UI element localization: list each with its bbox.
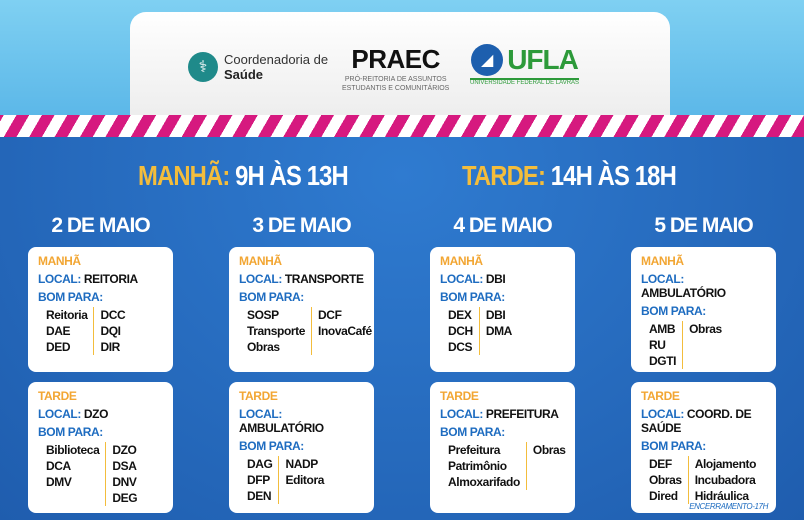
period-label: MANHÃ (641, 254, 684, 268)
department-item: DSA (112, 459, 137, 473)
department-item: DQI (100, 324, 121, 338)
department-item: Biblioteca (46, 443, 100, 457)
praec-logo: PRAEC PRÓ-REITORIA DE ASSUNTOS ESTUDANTI… (342, 44, 450, 92)
closing-note: ENCERRAMENTO-17H (689, 502, 768, 511)
department-item: DGTI (649, 354, 677, 368)
department-item: Dired (649, 489, 678, 503)
bom-para-label: BOM PARA: (239, 439, 304, 453)
department-list: Reitoria DAE DED DCC DQI DIR (38, 307, 163, 355)
department-list: Prefeitura Patrimônio Almoxarifado Obras (440, 442, 566, 490)
location: LOCAL: COORD. DE SAÚDE (641, 407, 752, 435)
department-item: Obras (689, 322, 722, 336)
department-item: DMA (485, 324, 513, 338)
department-item: DCH (448, 324, 473, 338)
department-item: Transporte (247, 324, 306, 338)
department-item: DCS (448, 340, 473, 354)
department-item: Patrimônio (448, 459, 507, 473)
department-item: NADP (285, 457, 318, 471)
department-item: DCA (46, 459, 71, 473)
department-list: Biblioteca DCA DMV DZO DSA DNV DEG (38, 442, 163, 506)
logo-panel (130, 12, 670, 124)
day-header: 4 DE MAIO (453, 214, 552, 237)
ufla-logo: ◢ UFLA UNIVERSIDADE FEDERAL DE LAVRAS (470, 44, 580, 86)
schedule-card: TARDE LOCAL: DZO BOM PARA: Biblioteca DCA… (28, 382, 173, 513)
schedule-card: MANHÃ LOCAL: TRANSPORTE BOM PARA: SOSP Tr… (229, 247, 374, 372)
coordenadoria-saude-logo: ⚕ Coordenadoria de Saúde (188, 52, 328, 82)
department-list: DAG DFP DEN NADP Editora (239, 456, 364, 504)
department-list: DEF Obras Dired Alojamento Incubadora Hidrául… (641, 456, 766, 504)
department-item: Reitoria (46, 308, 88, 322)
bom-para-label: BOM PARA: (38, 425, 103, 439)
department-item: InovaCafé (318, 324, 372, 338)
department-item: Obras (247, 340, 280, 354)
location: LOCAL: DZO (38, 407, 109, 421)
department-item: DFP (247, 473, 270, 487)
bom-para-label: BOM PARA: (239, 290, 304, 304)
department-item: DAE (46, 324, 71, 338)
day-header: 3 DE MAIO (252, 214, 351, 237)
bom-para-label: BOM PARA: (440, 425, 505, 439)
period-label: MANHÃ (440, 254, 483, 268)
department-item: Prefeitura (448, 443, 501, 457)
department-item: Obras (532, 443, 566, 457)
morning-hours: MANHÃ: 9H ÀS 13H (138, 160, 349, 191)
period-label: MANHÃ (239, 254, 282, 268)
department-item: DEX (448, 308, 472, 322)
day-header: 2 DE MAIO (51, 214, 150, 237)
department-list: AMB RU DGTI Obras (641, 321, 766, 369)
department-item: DNV (112, 475, 137, 489)
schedule-card: MANHÃ LOCAL: AMBULATÓRIO BOM PARA: AMB RU… (631, 247, 776, 372)
department-item: DBI (485, 308, 506, 322)
globe-icon: ◢ (471, 44, 504, 76)
bom-para-label: BOM PARA: (440, 290, 505, 304)
location: LOCAL: AMBULATÓRIO (641, 272, 726, 300)
department-item: DEF (649, 457, 672, 471)
schedule-card: MANHÃ LOCAL: REITORIA BOM PARA: Reitoria… (28, 247, 173, 372)
department-item: DCC (100, 308, 126, 322)
bom-para-label: BOM PARA: (641, 439, 706, 453)
schedule-card: TARDE LOCAL: PREFEITURA BOM PARA: Prefei… (430, 382, 575, 513)
period-label: MANHÃ (38, 254, 81, 268)
schedule-card: MANHÃ LOCAL: DBI BOM PARA: DEX DCH DCS DBI D… (430, 247, 575, 372)
department-item: DZO (112, 443, 137, 457)
stethoscope-icon: ⚕ (188, 52, 218, 82)
striped-band (0, 115, 804, 137)
day-header: 5 DE MAIO (654, 214, 753, 237)
department-item: Hidráulica (694, 489, 749, 503)
department-item: AMB (649, 322, 676, 336)
bom-para-label: BOM PARA: (38, 290, 103, 304)
location: LOCAL: PREFEITURA (440, 407, 559, 421)
location: LOCAL: AMBULATÓRIO (239, 407, 324, 435)
department-item: Alojamento (694, 457, 757, 471)
department-list: SOSP Transporte Obras DCF InovaCafé (239, 307, 372, 355)
period-label: TARDE (440, 389, 479, 403)
department-item: DEG (112, 491, 138, 505)
department-item: RU (649, 338, 666, 352)
department-item: DIR (100, 340, 120, 354)
location: LOCAL: TRANSPORTE (239, 272, 364, 286)
department-item: DAG (247, 457, 273, 471)
department-item: SOSP (247, 308, 279, 322)
department-item: DED (46, 340, 71, 354)
location: LOCAL: DBI (440, 272, 506, 286)
period-label: TARDE (641, 389, 680, 403)
period-label: TARDE (38, 389, 77, 403)
location: LOCAL: REITORIA (38, 272, 138, 286)
afternoon-hours: TARDE: 14H ÀS 18H (462, 160, 677, 191)
department-item: DMV (46, 475, 72, 489)
bom-para-label: BOM PARA: (641, 304, 706, 318)
department-item: DEN (247, 489, 272, 503)
schedule-card: TARDE LOCAL: AMBULATÓRIO BOM PARA: DAG DF… (229, 382, 374, 513)
department-item: DCF (318, 308, 342, 322)
schedule-card: TARDE LOCAL: COORD. DE SAÚDE BOM PARA: D… (631, 382, 776, 513)
department-item: Incubadora (694, 473, 756, 487)
department-item: Almoxarifado (448, 475, 520, 489)
department-item: Editora (285, 473, 325, 487)
period-label: TARDE (239, 389, 278, 403)
department-item: Obras (649, 473, 682, 487)
department-list: DEX DCH DCS DBI DMA (440, 307, 565, 355)
